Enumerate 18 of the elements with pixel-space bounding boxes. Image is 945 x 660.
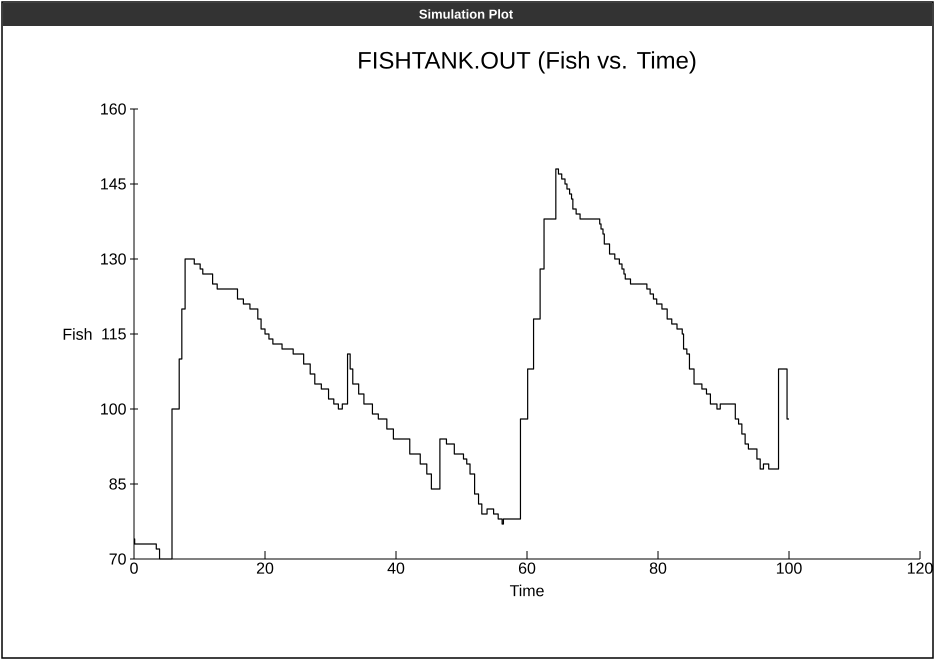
y-tick-label: 160 [101,103,126,115]
x-tick-label: 40 [388,562,404,574]
text: Simulation Plot [419,9,513,19]
x-tick-label: 80 [650,562,666,574]
y-tick-label: 85 [109,478,126,490]
y-tick-label: 115 [102,328,126,340]
x-axis-title: Time [510,584,544,596]
y-tick-label: 145 [101,178,126,190]
y-tick-label: 100 [101,403,126,415]
x-tick-label: 0 [130,562,138,574]
x-tick-label: 100 [776,562,802,574]
y-axis-title: Fish [64,328,92,340]
x-tick-label: 20 [256,562,274,574]
x-tick-label: 60 [518,562,536,574]
y-tick-label: 70 [110,553,126,565]
x-tick-label: 120 [908,562,933,574]
y-tick-label: 130 [101,253,126,265]
chart-title: FISHTANK.OUT (Fish vs. Time) [359,51,696,74]
